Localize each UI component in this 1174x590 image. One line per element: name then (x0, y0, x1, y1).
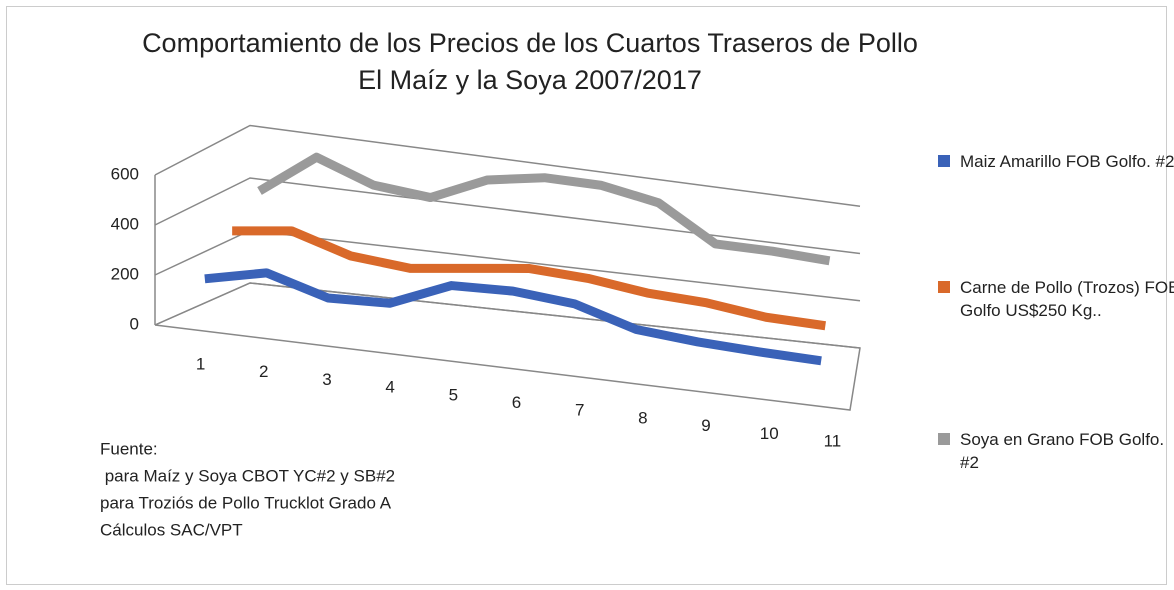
legend-label: Maiz Amarillo FOB Golfo. #2 (960, 152, 1174, 171)
legend-swatch (938, 155, 950, 167)
x-tick-label: 8 (638, 408, 647, 427)
y-tick-label: 0 (130, 314, 139, 333)
footnote: para Troziós de Pollo Trucklot Grado A (100, 493, 392, 512)
chart-title: El Maíz y la Soya 2007/2017 (358, 65, 702, 95)
legend-swatch (938, 281, 950, 293)
legend-label: Carne de Pollo (Trozos) FOB Golfo US$250… (960, 278, 1174, 320)
series-line (232, 226, 826, 331)
chart-title: Comportamiento de los Precios de los Cua… (142, 28, 918, 58)
y-tick-label: 400 (111, 214, 139, 233)
x-tick-label: 2 (259, 362, 268, 381)
floor (154, 282, 861, 411)
x-tick-label: 1 (196, 354, 205, 373)
series-line (257, 152, 831, 266)
x-tick-label: 9 (701, 416, 710, 435)
y-tick-label: 200 (111, 264, 139, 283)
footnote: Cálculos SAC/VPT (100, 520, 243, 539)
x-tick-label: 5 (449, 385, 458, 404)
y-tick-label: 600 (111, 164, 139, 183)
frame (6, 6, 1167, 585)
x-tick-label: 6 (512, 393, 521, 412)
legend-label: Soya en Grano FOB Golfo. #2 (960, 430, 1165, 472)
x-tick-label: 4 (385, 378, 394, 397)
grid-line (154, 124, 861, 207)
legend-entry: Carne de Pollo (Trozos) FOB Golfo US$250… (938, 276, 1174, 322)
legend-entry: Soya en Grano FOB Golfo. #2 (938, 428, 1174, 474)
legend-entry: Maiz Amarillo FOB Golfo. #2 (938, 150, 1174, 173)
x-tick-label: 3 (322, 370, 331, 389)
grid-line (154, 177, 861, 255)
footnote: Fuente: (100, 439, 158, 458)
x-tick-label: 7 (575, 401, 584, 420)
series-line (204, 268, 822, 366)
footnote: para Maíz y Soya CBOT YC#2 y SB#2 (100, 466, 395, 485)
legend-swatch (938, 433, 950, 445)
x-tick-label: 11 (824, 432, 842, 451)
grid-line (154, 282, 861, 349)
x-tick-label: 10 (760, 424, 779, 443)
